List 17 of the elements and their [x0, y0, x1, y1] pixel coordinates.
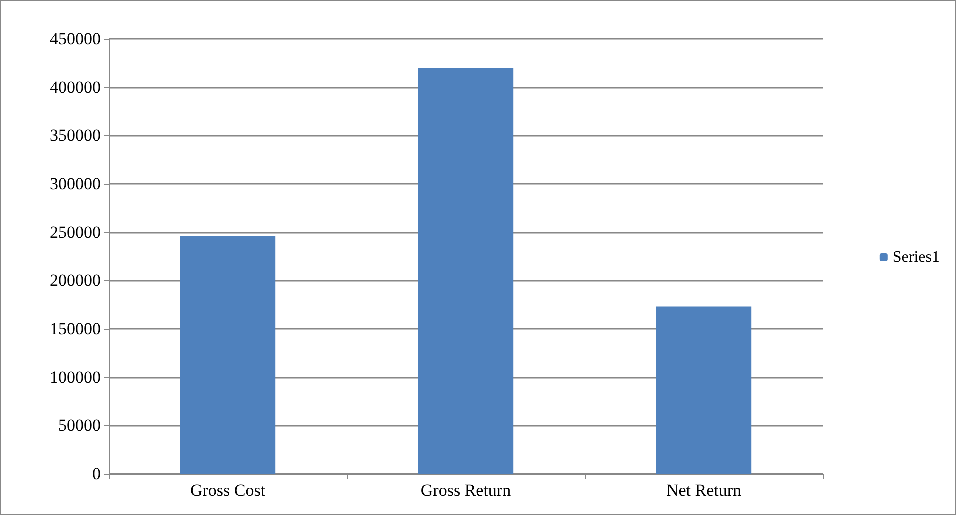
y-tick-label: 100000: [50, 368, 101, 387]
bar: [180, 236, 276, 474]
y-tick-label: 350000: [50, 126, 101, 146]
x-tick-label: Gross Return: [420, 481, 512, 500]
y-tick-label: 0: [92, 464, 101, 484]
y-tick-label: 300000: [50, 174, 101, 194]
y-tick-label: 400000: [50, 78, 101, 97]
legend-label: Series1: [892, 249, 940, 266]
y-tick-label: 50000: [58, 416, 101, 436]
y-tick-label: 450000: [50, 30, 101, 48]
x-tick-label: Gross Cost: [190, 481, 266, 500]
bar: [656, 306, 752, 474]
y-tick-label: 150000: [50, 320, 101, 338]
bar: [418, 68, 514, 474]
y-tick-label: 200000: [50, 271, 101, 290]
x-tick-label: Net Return: [666, 481, 742, 500]
y-tick-label: 250000: [50, 222, 101, 242]
